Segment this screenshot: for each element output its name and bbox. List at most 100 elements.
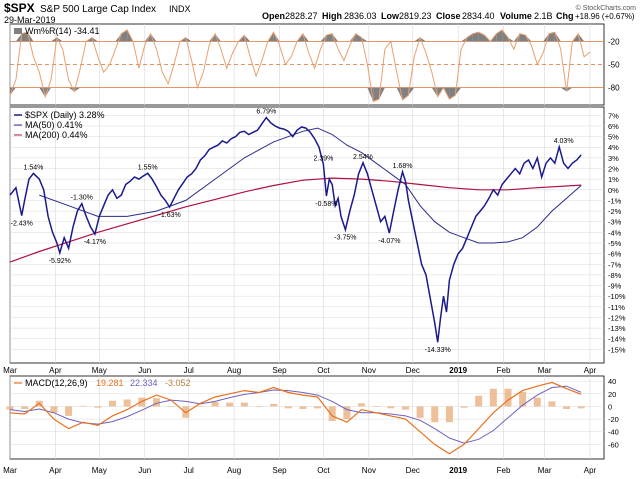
willr-plot: -20 -50 -80 [9,24,620,105]
price-annotation: -5.92% [49,258,71,265]
macd-legend-value: 19.281 [96,378,124,388]
willr-overbought-fill [51,37,57,42]
volume-value: 2.1B [534,11,553,21]
price-y-tick: -2% [608,207,622,216]
macd-histogram-bar [109,400,117,407]
price-x-tick: Sep [272,366,287,375]
willr-oversold-fill [74,87,81,92]
macd-y-tick: 40 [608,377,616,386]
macd-histogram-bar [577,406,585,409]
macd-x-tick: Sep [272,466,287,475]
price-x-tick: Apr [584,366,597,375]
willr-overbought-fill [414,37,421,42]
willr-overbought-fill [502,29,508,42]
spx-price-line [9,116,582,343]
price-annotation: -14.33% [425,347,451,354]
willr-oversold-fill [373,87,380,102]
price-annotation: -0.58% [315,201,337,208]
symbol-label: $SPX [4,1,35,15]
open-label: Open [262,11,285,21]
willr-legend-text: Wm%R(14) -34.41 [25,26,100,36]
macd-x-tick: Apr [49,466,62,475]
macd-x-tick: Nov [362,466,376,475]
price-y-tick: 3% [608,154,619,163]
price-x-tick: Aug [227,366,241,375]
macd-histogram-bar [533,397,541,407]
willr-overbought-fill [332,33,339,42]
macd-histogram-bar [416,406,424,418]
willr-y-tick: -80 [608,84,620,93]
price-y-tick: -11% [608,303,625,312]
price-y-tick: -3% [608,218,622,227]
macd-histogram-bar [21,406,29,409]
willr-overbought-fill [21,32,28,42]
low-value: 2819.23 [399,11,432,21]
macd-x-tick: Feb [497,466,511,475]
close-value: 2834.40 [462,11,495,21]
price-panel [9,106,605,364]
price-y-tick: 7% [608,111,619,120]
macd-histogram-bar [211,402,219,407]
willr-y-tick: -20 [608,37,620,46]
price-y-tick: 2% [608,165,619,174]
macd-signal-line [9,385,582,444]
price-annotation: -4.17% [84,239,106,246]
macd-legend-name: MACD(12,26,9) [25,378,88,388]
price-x-tick: Dec [406,366,420,375]
macd-line [9,381,582,455]
price-x-tick: Feb [497,366,511,375]
macd-y-tick: -40 [608,428,619,437]
price-x-tick: Jul [184,366,194,375]
price-x-tick: Oct [317,366,330,375]
close-label: Close [436,11,461,21]
macd-histogram-bar [94,406,102,408]
macd-histogram-bar [270,403,278,407]
macd-x-tick: May [92,466,107,475]
price-annotation: 4.03% [554,138,574,145]
macd-x-tick: Jun [138,466,151,475]
chg-value: +18.96 (+0.67%) [575,12,635,21]
macd-x-tick: Apr [584,466,597,475]
price-x-tick: Mar [3,366,17,375]
willr-overbought-fill [525,35,532,42]
price-plot: 7% 6% 5%4% 3% 2%1% 0%-1% -2% -3%-4% -5% -6%-7% -8%… [3,107,626,375]
macd-histogram-bar [152,398,160,407]
price-annotation: -4.07% [378,238,400,245]
macd-y-tick: -20 [608,415,619,424]
macd-histogram-bar [548,401,556,407]
price-annotation: 1.54% [24,164,44,171]
macd-histogram-bar [196,405,204,407]
willr-overbought-fill [144,33,151,42]
willr-overbought-fill [121,29,128,42]
macd-x-tick: Oct [317,466,330,475]
price-y-tick: -6% [608,250,622,259]
index-name-label: S&P 500 Large Cap Index [40,4,156,15]
willr-overbought-fill [15,33,22,42]
macd-histogram-bar [6,406,14,410]
macd-y-tick: 20 [608,390,616,399]
macd-x-tick: Mar [3,466,17,475]
price-annotation: 2.39% [314,155,334,162]
macd-histogram-bar [328,406,336,421]
price-legend-ma200: MA(200) 0.44% [25,130,88,140]
macd-histogram-bar [314,406,322,409]
willr-overbought-fill [150,33,157,42]
willr-overbought-fill [519,33,526,42]
macd-histogram-bar [358,403,366,407]
willr-overbought-fill [326,33,333,42]
macd-legend-hist: -3.052 [165,378,191,388]
willr-line [9,29,591,103]
macd-histogram-bar [563,406,571,409]
macd-histogram-bar [504,388,512,407]
price-annotation: 1.68% [393,163,413,170]
price-y-tick: -7% [608,260,622,269]
macd-histogram-bar [431,406,439,423]
price-x-tick: May [92,366,107,375]
willr-legend: Wm%R(14) -34.41 [14,26,100,36]
macd-legend: MACD(12,26,9) 19.281 22.334 -3.052 [14,378,191,388]
macd-histogram-bar [226,402,234,407]
price-y-tick: 1% [608,175,619,184]
low-label: Low [381,11,400,21]
ma200-line [9,177,582,263]
price-legend-ma50: MA(50) 0.41% [25,120,83,130]
